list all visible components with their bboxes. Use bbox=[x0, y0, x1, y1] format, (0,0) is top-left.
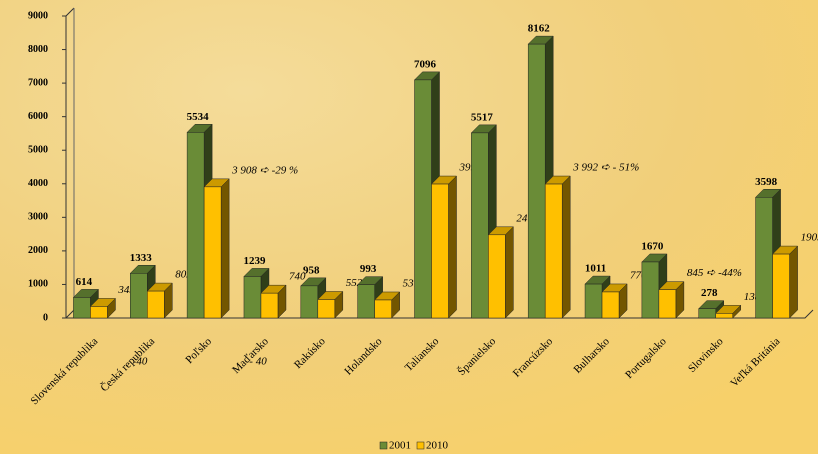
bar bbox=[641, 261, 660, 319]
bar bbox=[243, 276, 262, 319]
bar bbox=[203, 186, 222, 319]
bar bbox=[488, 234, 506, 319]
legend-swatch bbox=[379, 441, 388, 450]
bar-side bbox=[505, 226, 514, 319]
y-tick-label: 4000 bbox=[28, 178, 48, 189]
value-label: 3 908 ➪ -29 % bbox=[231, 164, 298, 176]
value-label: 845 ➪ -44% bbox=[687, 267, 742, 279]
bar bbox=[601, 291, 620, 319]
value-label: 3 992 ➪ - 51% bbox=[572, 162, 639, 174]
bar-side bbox=[789, 245, 798, 319]
bar bbox=[471, 132, 489, 319]
bar bbox=[374, 299, 392, 319]
bar bbox=[698, 308, 716, 319]
bar bbox=[544, 183, 563, 319]
y-tick-label: 0 bbox=[43, 312, 48, 323]
bar bbox=[186, 132, 205, 319]
annotation: - 40 bbox=[249, 356, 267, 368]
y-tick-label: 1000 bbox=[28, 279, 48, 290]
value-label: 993 bbox=[360, 263, 377, 275]
y-tick-label: 7000 bbox=[28, 77, 48, 88]
y-tick-label: 8000 bbox=[28, 44, 48, 55]
bar bbox=[300, 285, 319, 319]
value-label: 3598 bbox=[755, 176, 778, 188]
value-label: 5534 bbox=[187, 111, 210, 123]
value-label: 1333 bbox=[130, 252, 153, 264]
value-label: 5517 bbox=[471, 111, 494, 123]
y-tick-label: 9000 bbox=[28, 10, 48, 21]
bar bbox=[755, 197, 773, 319]
value-label: 1011 bbox=[585, 263, 606, 275]
bar bbox=[130, 273, 148, 319]
value-label: 1239 bbox=[243, 255, 266, 267]
bar-side bbox=[561, 175, 571, 319]
annotation: -40 bbox=[133, 356, 148, 368]
bar bbox=[772, 253, 790, 319]
bar-side bbox=[220, 178, 230, 319]
value-label: 740 bbox=[289, 271, 306, 283]
bar bbox=[73, 297, 91, 319]
value-label: 1905 bbox=[801, 232, 818, 244]
value-label: 7096 bbox=[414, 58, 437, 70]
bar bbox=[317, 299, 336, 319]
value-label: 278 bbox=[701, 287, 718, 299]
value-label: 8162 bbox=[528, 23, 551, 35]
y-tick-label: 5000 bbox=[28, 145, 48, 156]
axis-depth bbox=[65, 309, 75, 319]
bar bbox=[90, 306, 108, 319]
bar bbox=[658, 289, 677, 319]
legend-label: 2010 bbox=[426, 440, 449, 452]
legend-swatch bbox=[416, 441, 425, 450]
bar bbox=[527, 43, 546, 319]
value-label: 1670 bbox=[641, 240, 664, 252]
bar bbox=[584, 283, 603, 319]
bar bbox=[147, 290, 165, 319]
y-tick-label: 2000 bbox=[28, 245, 48, 256]
bar bbox=[715, 313, 733, 319]
bar bbox=[260, 292, 279, 319]
y-tick-label: 3000 bbox=[28, 212, 48, 223]
bar bbox=[357, 284, 375, 319]
value-label: 614 bbox=[76, 276, 93, 288]
bar bbox=[431, 183, 449, 319]
y-tick-label: 6000 bbox=[28, 111, 48, 122]
bar bbox=[414, 79, 432, 319]
legend-label: 2001 bbox=[389, 440, 411, 452]
value-label: 958 bbox=[303, 264, 320, 276]
bar-side bbox=[448, 175, 457, 319]
